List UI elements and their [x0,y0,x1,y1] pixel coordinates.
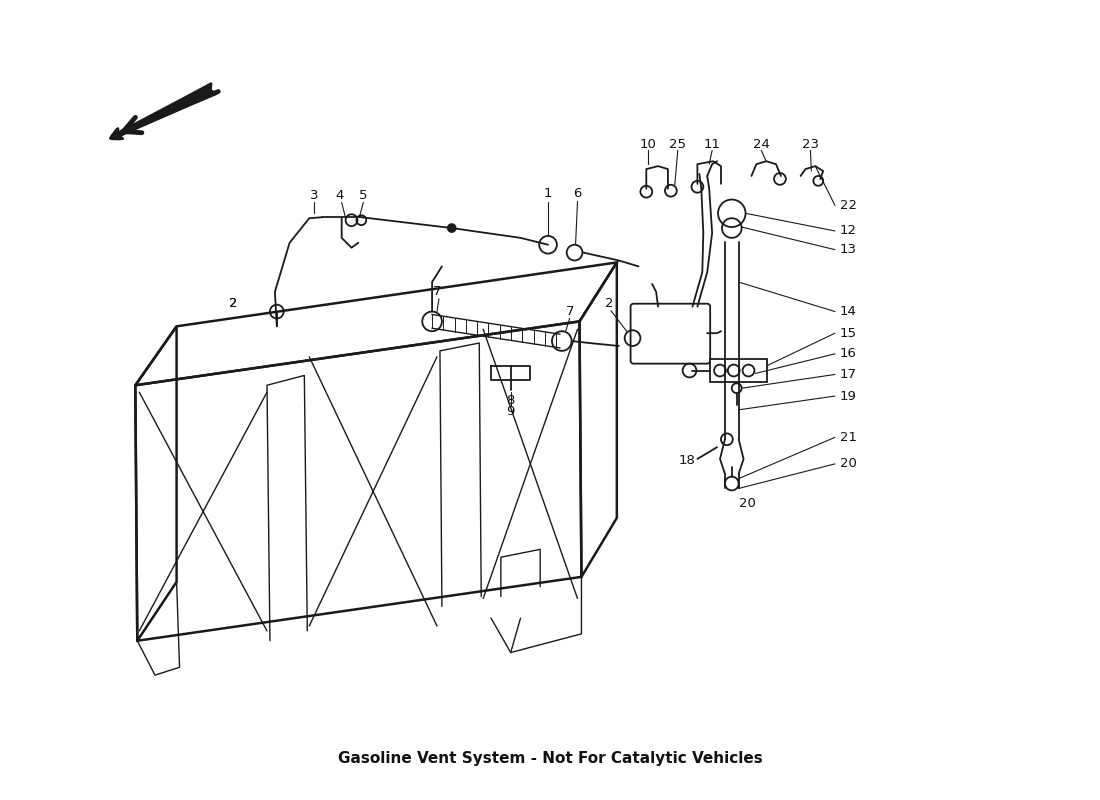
Text: 17: 17 [840,368,857,381]
Text: 2: 2 [605,298,613,310]
Text: 9: 9 [506,406,515,418]
Text: 20: 20 [739,497,756,510]
Text: 2: 2 [229,298,238,310]
Text: 25: 25 [669,138,686,151]
Text: 18: 18 [679,454,695,467]
Circle shape [448,224,455,232]
Text: 7: 7 [432,286,441,298]
Text: 10: 10 [640,138,657,151]
Text: 1: 1 [543,187,552,200]
Text: 5: 5 [359,189,367,202]
Text: 15: 15 [840,326,857,340]
Text: 14: 14 [840,305,857,318]
Text: 7: 7 [565,305,574,318]
Text: 19: 19 [840,390,857,402]
Text: 13: 13 [840,243,857,256]
Text: 12: 12 [840,225,857,238]
FancyBboxPatch shape [630,304,711,364]
Text: 24: 24 [752,138,770,151]
Text: 23: 23 [802,138,818,151]
Text: 2: 2 [229,298,238,310]
Text: 16: 16 [840,347,857,360]
Text: Gasoline Vent System - Not For Catalytic Vehicles: Gasoline Vent System - Not For Catalytic… [338,751,762,766]
Text: 4: 4 [336,189,344,202]
Text: 21: 21 [840,431,857,444]
Text: 11: 11 [704,138,720,151]
Text: 6: 6 [573,187,582,200]
Text: 20: 20 [840,458,857,470]
Bar [711,358,767,382]
Text: 8: 8 [506,394,515,406]
Text: 22: 22 [840,199,857,212]
Text: 3: 3 [310,189,318,202]
